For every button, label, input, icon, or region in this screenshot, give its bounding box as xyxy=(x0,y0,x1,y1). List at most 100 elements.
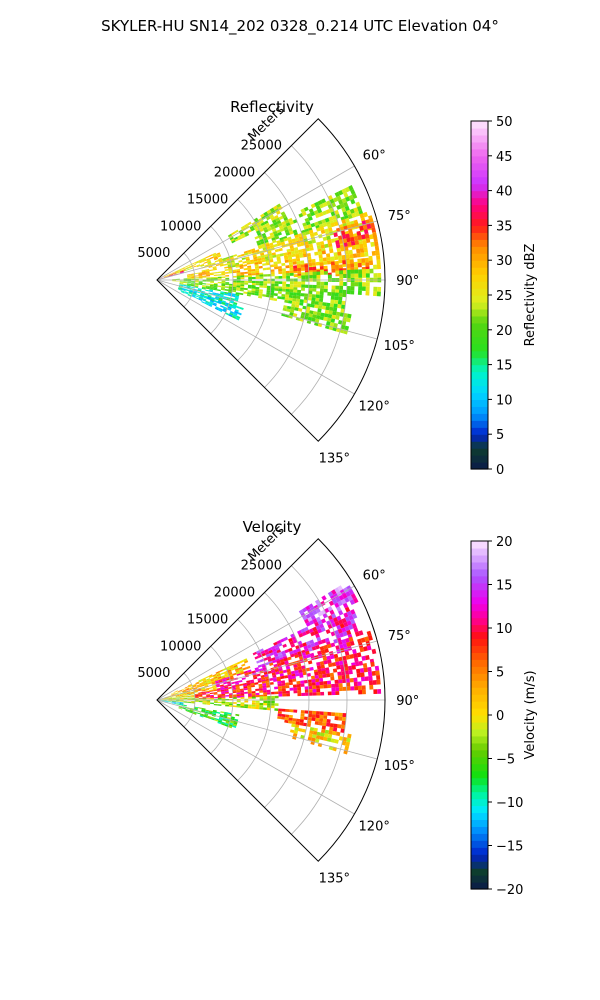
echo-cell xyxy=(208,686,213,689)
echo-cell xyxy=(268,677,274,681)
echo-cell xyxy=(179,281,184,283)
echo-cell xyxy=(315,625,321,631)
echo-cell xyxy=(288,637,293,643)
echo-cell xyxy=(314,641,319,647)
echo-cell xyxy=(285,682,290,686)
echo-cell xyxy=(292,292,298,296)
echo-cell xyxy=(304,312,310,317)
colorbar-swatch xyxy=(471,336,488,345)
echo-cell xyxy=(191,281,195,283)
echo-cell xyxy=(282,281,287,285)
echo-cell xyxy=(178,288,182,291)
colorbar-tick-label: −15 xyxy=(496,840,523,855)
reflectivity-panel: Reflectivity500010000150002000025000Mete… xyxy=(137,98,538,478)
echo-cell xyxy=(342,712,347,718)
echo-cell xyxy=(215,263,220,267)
echo-cell xyxy=(202,696,207,698)
echo-cell xyxy=(357,638,362,644)
echo-cell xyxy=(235,293,240,297)
echo-cell xyxy=(201,689,206,692)
echo-cell xyxy=(269,681,274,685)
echo-cell xyxy=(282,669,288,674)
echo-cell xyxy=(357,235,363,241)
echo-cell xyxy=(201,271,206,274)
echo-cell xyxy=(228,672,233,676)
azimuth-spoke xyxy=(156,699,355,815)
echo-cell xyxy=(212,252,217,256)
echo-cell xyxy=(247,693,252,696)
echo-cell xyxy=(200,713,205,716)
echo-cell xyxy=(240,273,245,276)
echo-cell xyxy=(269,652,274,657)
echo-cell xyxy=(259,658,265,663)
echo-cell xyxy=(343,612,349,618)
echo-cell xyxy=(313,630,319,635)
echo-cell xyxy=(207,715,212,718)
echo-cell xyxy=(240,690,245,693)
colorbar-swatch xyxy=(471,826,488,834)
echo-cell xyxy=(209,272,214,275)
echo-cell xyxy=(206,277,211,279)
echo-cell xyxy=(310,222,316,228)
echo-cell xyxy=(293,284,298,288)
echo-cell xyxy=(363,247,368,253)
colorbar-tick-label: 25 xyxy=(496,289,513,304)
echo-cell xyxy=(164,698,169,700)
echo-cell xyxy=(197,288,202,291)
echo-cell xyxy=(254,235,259,240)
echo-cell xyxy=(274,703,279,706)
echo-cell xyxy=(217,271,222,274)
echo-cell xyxy=(295,254,300,259)
echo-cell xyxy=(320,285,325,289)
echo-cell xyxy=(377,286,382,292)
echo-cell xyxy=(187,278,192,280)
echo-cell xyxy=(194,286,199,289)
echo-cell xyxy=(357,258,362,264)
echo-cell xyxy=(297,267,302,272)
echo-cell xyxy=(254,655,259,660)
echo-cell xyxy=(243,267,248,271)
echo-cell xyxy=(251,704,256,707)
echo-cell xyxy=(285,665,291,670)
echo-cell xyxy=(212,687,217,690)
echo-cell xyxy=(331,289,336,294)
echo-cell xyxy=(261,257,266,261)
echo-cell xyxy=(290,670,296,675)
echo-cell xyxy=(293,289,298,293)
echo-cell xyxy=(292,313,298,317)
echo-cell xyxy=(221,302,226,306)
echo-cell xyxy=(187,276,192,278)
echo-cell xyxy=(244,704,249,707)
echo-cell xyxy=(353,653,358,659)
echo-cell xyxy=(293,287,298,291)
echo-cell xyxy=(330,238,336,243)
echo-cell xyxy=(305,650,310,655)
echo-cell xyxy=(287,676,293,680)
echo-cell xyxy=(265,262,270,266)
echo-cell xyxy=(357,290,362,296)
echo-cell xyxy=(175,280,180,282)
echo-cell xyxy=(330,261,335,266)
echo-cell xyxy=(305,692,309,696)
echo-cell xyxy=(349,253,354,259)
colorbar-swatch xyxy=(471,204,488,213)
echo-cell xyxy=(336,665,341,670)
echo-cell xyxy=(281,688,286,692)
echo-cell xyxy=(303,315,309,320)
echo-cell xyxy=(247,229,252,234)
echo-cell xyxy=(190,691,195,693)
echo-cell xyxy=(298,249,303,253)
echo-cell xyxy=(353,207,359,213)
echo-cell xyxy=(204,684,209,687)
echo-cell xyxy=(327,239,332,244)
echo-cell xyxy=(278,667,283,672)
echo-cell xyxy=(179,693,183,695)
echo-cell xyxy=(229,722,234,726)
echo-cell xyxy=(243,670,248,674)
r-tick-label: 15000 xyxy=(187,612,228,627)
echo-cell xyxy=(289,284,294,288)
echo-cell xyxy=(336,624,342,630)
echo-cell xyxy=(342,736,348,742)
echo-cell xyxy=(198,273,203,275)
echo-cell xyxy=(322,656,328,661)
